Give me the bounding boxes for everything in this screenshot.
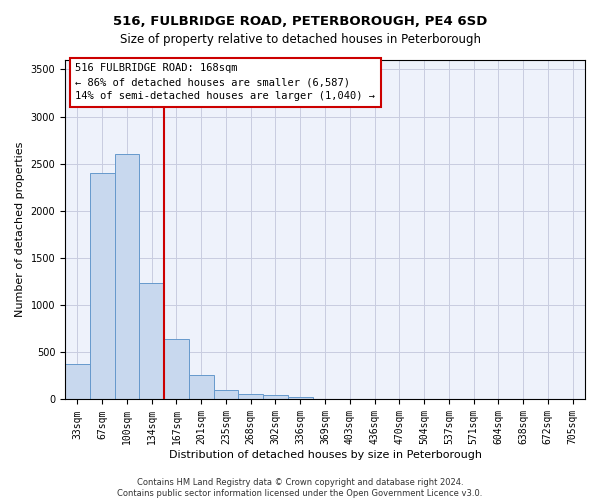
Text: 516, FULBRIDGE ROAD, PETERBOROUGH, PE4 6SD: 516, FULBRIDGE ROAD, PETERBOROUGH, PE4 6… [113, 15, 487, 28]
Text: Size of property relative to detached houses in Peterborough: Size of property relative to detached ho… [119, 32, 481, 46]
Bar [238, 394, 263, 400]
Bar [214, 390, 238, 400]
X-axis label: Distribution of detached houses by size in Peterborough: Distribution of detached houses by size … [169, 450, 482, 460]
Bar [139, 282, 164, 400]
Bar [189, 375, 214, 400]
Bar [263, 395, 288, 400]
Bar [90, 173, 115, 400]
Bar [164, 339, 189, 400]
Bar [288, 396, 313, 400]
Y-axis label: Number of detached properties: Number of detached properties [15, 142, 25, 318]
Text: Contains HM Land Registry data © Crown copyright and database right 2024.
Contai: Contains HM Land Registry data © Crown c… [118, 478, 482, 498]
Bar [65, 364, 90, 400]
Text: 516 FULBRIDGE ROAD: 168sqm
← 86% of detached houses are smaller (6,587)
14% of s: 516 FULBRIDGE ROAD: 168sqm ← 86% of deta… [76, 64, 376, 102]
Bar [115, 154, 139, 400]
